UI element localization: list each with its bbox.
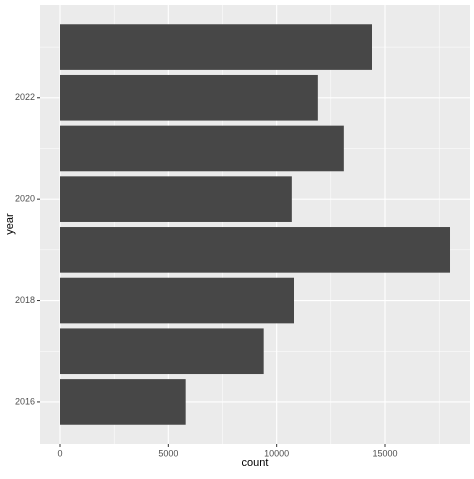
bar: [59, 328, 264, 375]
y-tick-label: 2022: [15, 92, 35, 102]
bar: [59, 74, 318, 121]
bar: [59, 227, 451, 273]
x-tick-label: 0: [57, 448, 62, 458]
panel: [40, 5, 470, 444]
bar: [59, 379, 186, 425]
x-axis-title: count: [242, 457, 269, 469]
bar: [59, 277, 295, 324]
x-tick-label: 15000: [372, 448, 397, 458]
bar: [59, 125, 344, 172]
y-axis-title: year: [4, 213, 16, 235]
bar: [59, 176, 292, 222]
x-tick-label: 5000: [158, 448, 178, 458]
x-tick-label: 10000: [264, 448, 289, 458]
y-tick-label: 2020: [15, 194, 35, 204]
y-tick-label: 2016: [15, 396, 35, 406]
y-tick-label: 2018: [15, 295, 35, 305]
bar: [59, 24, 373, 70]
